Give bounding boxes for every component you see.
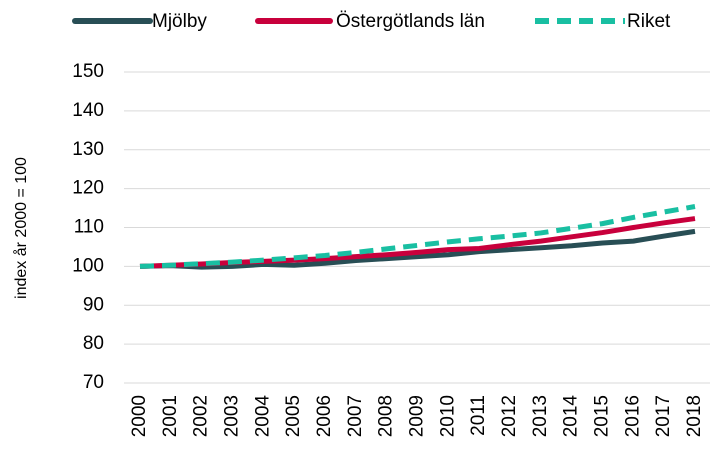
legend-label: Riket <box>627 11 671 32</box>
series-line <box>139 204 696 269</box>
y-tick-label: 110 <box>74 217 104 238</box>
x-tick-label: 2010 <box>437 395 458 437</box>
x-tick-label: 2001 <box>160 395 181 437</box>
y-tick-label: 70 <box>83 372 104 393</box>
x-tick-label: 2012 <box>499 395 520 437</box>
x-tick-label: 2004 <box>252 395 273 438</box>
y-tick-label: 100 <box>72 255 104 276</box>
x-tick-label: 2011 <box>468 395 489 436</box>
y-tick-label: 80 <box>83 333 104 354</box>
y-tick-label: 90 <box>83 294 104 315</box>
legend-label: Mjölby <box>152 11 207 32</box>
x-tick-label: 2008 <box>376 395 397 437</box>
y-axis-label: index år 2000 = 100 <box>12 157 30 299</box>
x-tick-label: 2000 <box>129 395 150 437</box>
x-tick-label: 2003 <box>222 395 243 437</box>
x-tick-label: 2007 <box>345 395 366 437</box>
y-tick-label: 140 <box>72 100 104 121</box>
x-tick-label: 2009 <box>407 395 428 437</box>
y-tick-label: 150 <box>72 61 104 82</box>
x-tick-label: 2015 <box>592 395 613 437</box>
x-tick-label: 2013 <box>530 395 551 437</box>
x-tick-label: 2006 <box>314 395 335 437</box>
x-tick-label: 2016 <box>622 395 643 437</box>
x-tick-label: 2014 <box>561 395 582 438</box>
x-tick-label: 2002 <box>191 395 212 437</box>
y-tick-label: 120 <box>72 178 104 199</box>
x-tick-label: 2018 <box>684 395 705 437</box>
series-line <box>139 228 696 270</box>
y-tick-label: 130 <box>72 139 104 160</box>
x-tick-label: 2005 <box>283 395 304 437</box>
x-tick-label: 2017 <box>653 395 674 437</box>
legend-label: Östergötlands län <box>336 11 485 32</box>
